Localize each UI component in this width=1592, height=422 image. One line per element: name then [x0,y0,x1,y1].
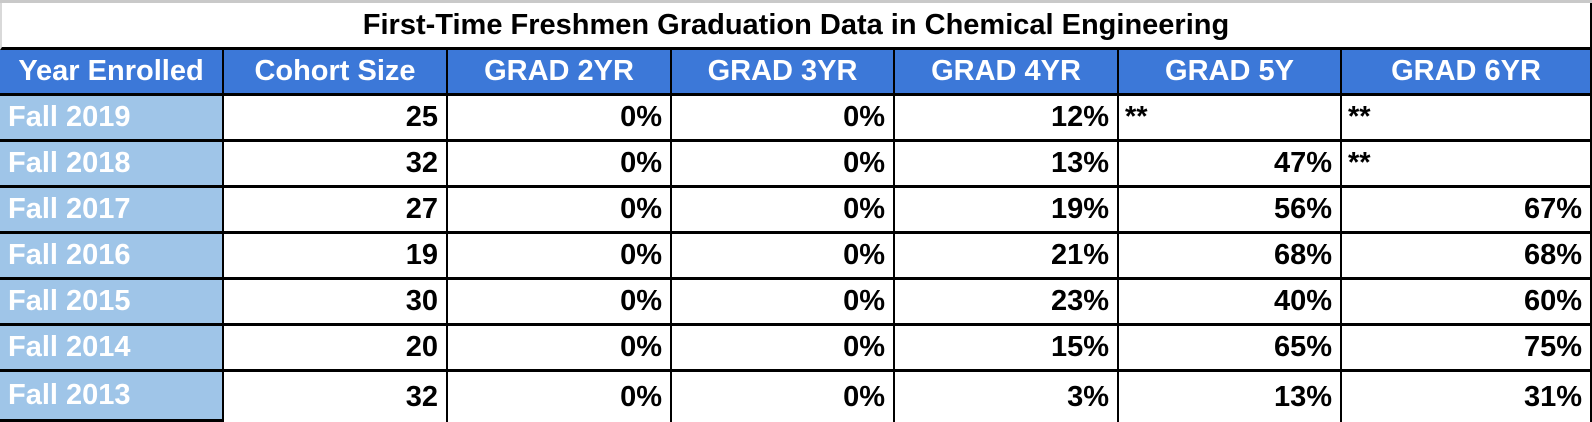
table-title-row: First-Time Freshmen Graduation Data in C… [0,3,1592,50]
data-cell[interactable]: 0% [672,188,895,234]
data-cell[interactable]: 0% [448,234,672,280]
data-cell[interactable]: 47% [1119,142,1342,188]
data-cell[interactable]: 0% [672,142,895,188]
data-cell[interactable]: 67% [1342,188,1592,234]
data-cell[interactable]: 60% [1342,280,1592,326]
data-cell[interactable]: 3% [895,372,1119,422]
table-row-fall-2016: Fall 2016 19 0% 0% 21% 68% 68% [0,234,1592,280]
top-gridline [0,0,1592,3]
year-cell[interactable]: Fall 2014 [0,326,224,372]
data-cell[interactable]: 13% [1119,372,1342,422]
column-header-grad-6yr[interactable]: GRAD 6YR [1342,50,1592,96]
data-cell[interactable]: 0% [448,96,672,142]
data-cell[interactable]: 23% [895,280,1119,326]
table-row-fall-2013: Fall 2013 32 0% 0% 3% 13% 31% [0,372,1592,422]
year-cell[interactable]: Fall 2017 [0,188,224,234]
data-cell[interactable]: 40% [1119,280,1342,326]
data-cell[interactable]: 19 [224,234,448,280]
data-cell[interactable]: 19% [895,188,1119,234]
data-cell[interactable]: 0% [672,280,895,326]
data-cell[interactable]: 30 [224,280,448,326]
table-row-fall-2019: Fall 2019 25 0% 0% 12% ** ** [0,96,1592,142]
data-cell[interactable]: 12% [895,96,1119,142]
data-cell[interactable]: 20 [224,326,448,372]
column-header-grad-4yr[interactable]: GRAD 4YR [895,50,1119,96]
data-cell[interactable]: 56% [1119,188,1342,234]
table-row-fall-2017: Fall 2017 27 0% 0% 19% 56% 67% [0,188,1592,234]
data-cell[interactable]: 32 [224,142,448,188]
data-cell[interactable]: 0% [672,96,895,142]
year-cell[interactable]: Fall 2018 [0,142,224,188]
column-header-grad-3yr[interactable]: GRAD 3YR [672,50,895,96]
data-cell[interactable]: 27 [224,188,448,234]
table-row-fall-2015: Fall 2015 30 0% 0% 23% 40% 60% [0,280,1592,326]
table-row-fall-2018: Fall 2018 32 0% 0% 13% 47% ** [0,142,1592,188]
data-cell[interactable]: 0% [448,142,672,188]
data-cell[interactable]: 31% [1342,372,1592,422]
data-cell[interactable]: 0% [448,326,672,372]
table-body: Fall 2019 25 0% 0% 12% ** ** Fall 2018 32 0% 0% 13%… [0,96,1592,422]
data-cell[interactable]: 13% [895,142,1119,188]
table-row-fall-2014: Fall 2014 20 0% 0% 15% 65% 75% [0,326,1592,372]
data-cell[interactable]: 32 [224,372,448,422]
year-cell[interactable]: Fall 2015 [0,280,224,326]
year-cell[interactable]: Fall 2016 [0,234,224,280]
data-cell[interactable]: 21% [895,234,1119,280]
data-cell[interactable]: 75% [1342,326,1592,372]
table-title: First-Time Freshmen Graduation Data in C… [362,8,1230,41]
year-cell[interactable]: Fall 2019 [0,96,224,142]
data-cell[interactable]: 0% [448,188,672,234]
data-cell[interactable]: 65% [1119,326,1342,372]
data-cell[interactable]: 0% [672,372,895,422]
data-cell[interactable]: 0% [448,372,672,422]
data-cell[interactable]: 15% [895,326,1119,372]
data-cell[interactable]: 0% [448,280,672,326]
data-cell[interactable]: ** [1342,96,1592,142]
data-cell[interactable]: 68% [1119,234,1342,280]
data-cell[interactable]: 25 [224,96,448,142]
data-cell[interactable]: 0% [672,234,895,280]
column-header-grad-5y[interactable]: GRAD 5Y [1119,50,1342,96]
data-cell[interactable]: 0% [672,326,895,372]
data-cell[interactable]: ** [1342,142,1592,188]
data-cell[interactable]: 68% [1342,234,1592,280]
year-cell[interactable]: Fall 2013 [0,372,224,422]
column-header-grad-2yr[interactable]: GRAD 2YR [448,50,672,96]
data-cell[interactable]: ** [1119,96,1342,142]
column-header-cohort-size[interactable]: Cohort Size [224,50,448,96]
table-header-row: Year Enrolled Cohort Size GRAD 2YR GRAD 3YR… [0,50,1592,96]
column-header-year-enrolled[interactable]: Year Enrolled [0,50,224,96]
